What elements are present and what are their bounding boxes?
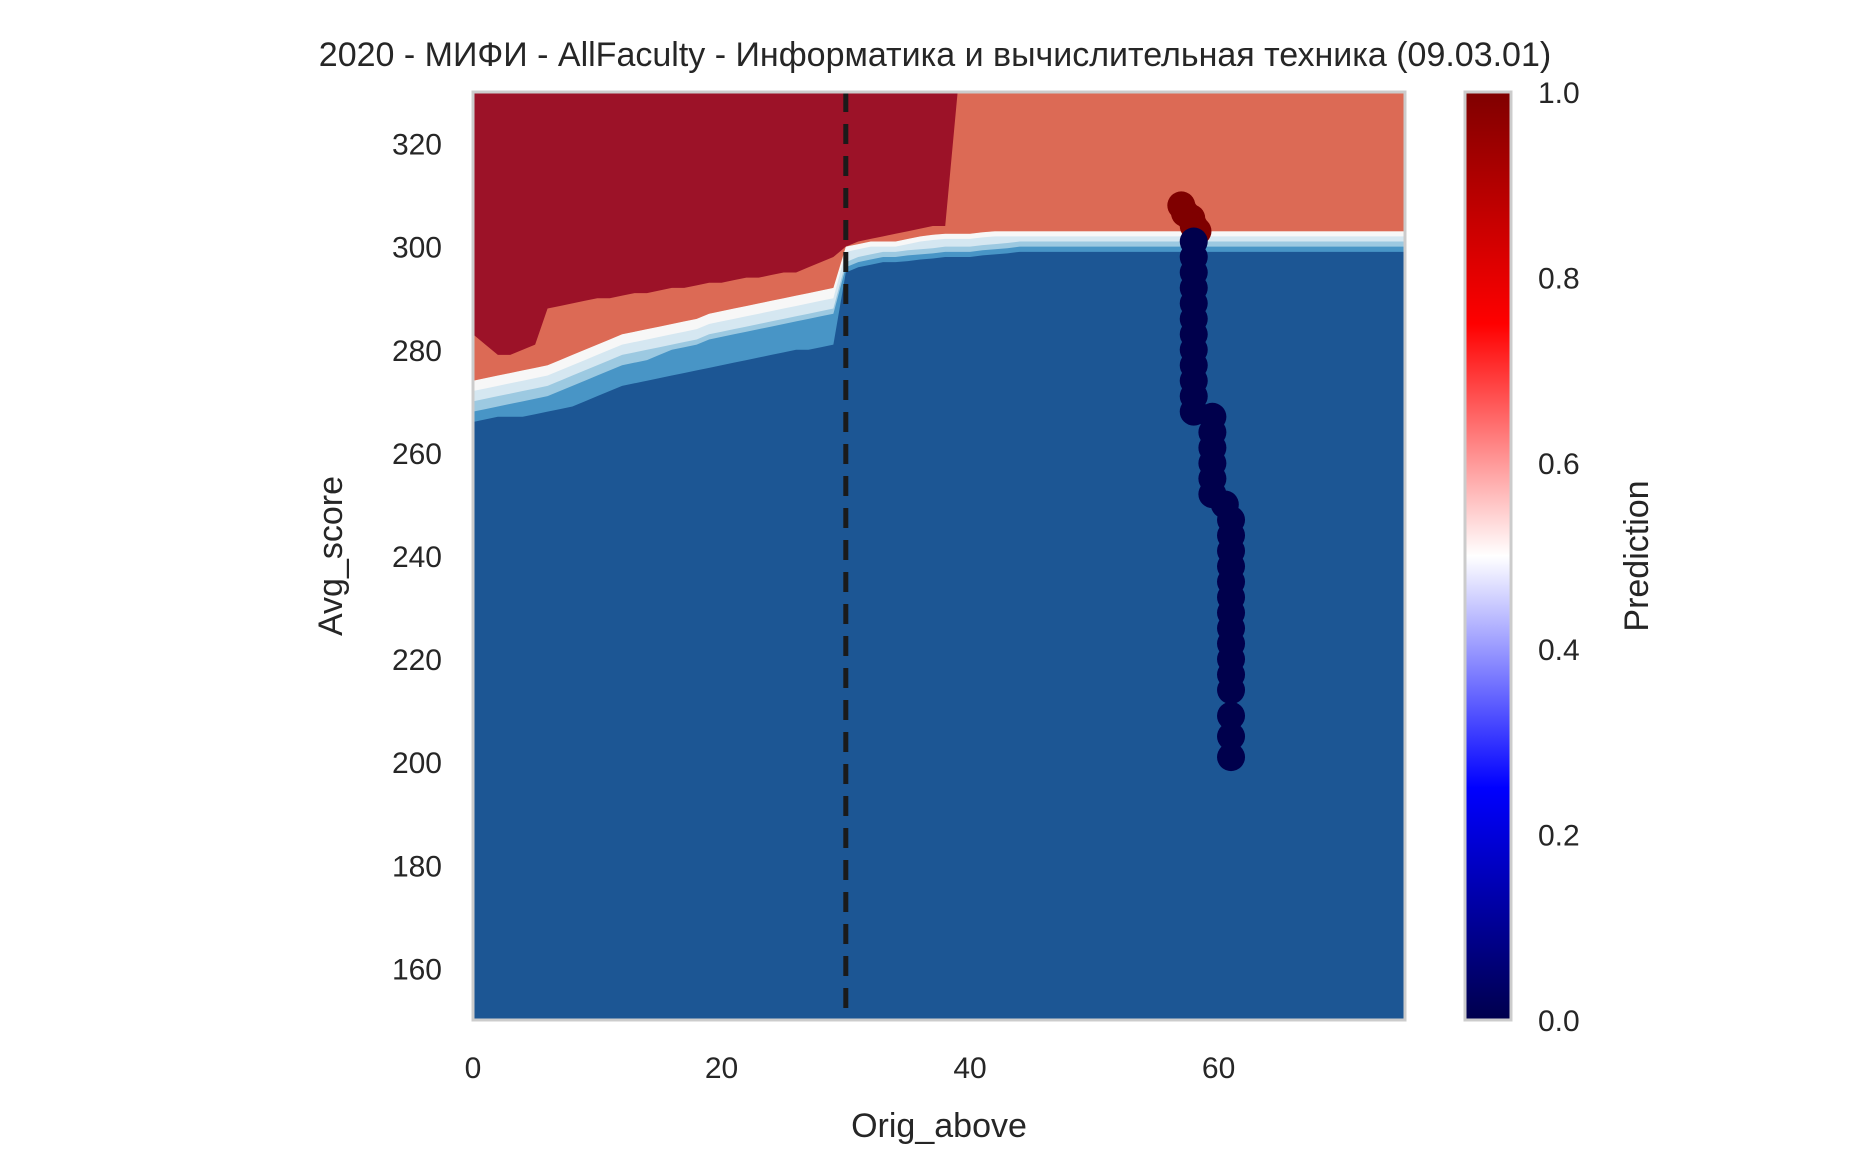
x-axis-label: Orig_above [851, 1107, 1027, 1145]
plot-area [471, 90, 1407, 1022]
chart-title: 2020 - МИФИ - AllFaculty - Информатика и… [319, 36, 1551, 74]
y-axis-ticks: 160 180 200 220 240 260 280 300 320 [392, 129, 442, 987]
x-tick-label: 60 [1202, 1052, 1235, 1085]
x-tick-label: 40 [953, 1052, 986, 1085]
scatter-points [1167, 191, 1246, 772]
y-tick-label: 200 [392, 747, 442, 780]
colorbar-label: Prediction [1618, 480, 1656, 631]
colorbar-tick-label: 0.2 [1538, 819, 1580, 852]
y-tick-label: 320 [392, 129, 442, 162]
colorbar-gradient [1463, 90, 1513, 1022]
y-tick-label: 300 [392, 232, 442, 265]
x-tick-label: 20 [705, 1052, 738, 1085]
plot-frame [471, 90, 1407, 1022]
prediction-contours [473, 92, 1405, 422]
data-point-37 [1217, 722, 1246, 751]
colorbar-tick-label: 0.4 [1538, 634, 1580, 667]
colorbar: 0.0 0.2 0.4 0.6 0.8 1.0 Prediction [1463, 77, 1656, 1038]
contour-band-b_dark_red [473, 92, 1405, 355]
y-tick-label: 160 [392, 953, 442, 986]
colorbar-tick-label: 0.8 [1538, 263, 1580, 296]
colorbar-ticks: 0.0 0.2 0.4 0.6 0.8 1.0 [1538, 77, 1580, 1038]
data-point-36 [1217, 701, 1246, 730]
colorbar-tick-label: 1.0 [1538, 77, 1580, 110]
y-tick-label: 240 [392, 541, 442, 574]
data-point-38 [1217, 743, 1246, 772]
y-tick-label: 260 [392, 438, 442, 471]
x-tick-label: 0 [465, 1052, 482, 1085]
x-axis-ticks: 0 20 40 60 [465, 1052, 1236, 1085]
y-axis-label: Avg_score [312, 476, 350, 636]
y-tick-label: 280 [392, 335, 442, 368]
colorbar-tick-label: 0.6 [1538, 448, 1580, 481]
colorbar-tick-label: 0.0 [1538, 1005, 1580, 1038]
y-tick-label: 180 [392, 850, 442, 883]
data-point-35 [1217, 676, 1246, 705]
y-tick-label: 220 [392, 644, 442, 677]
